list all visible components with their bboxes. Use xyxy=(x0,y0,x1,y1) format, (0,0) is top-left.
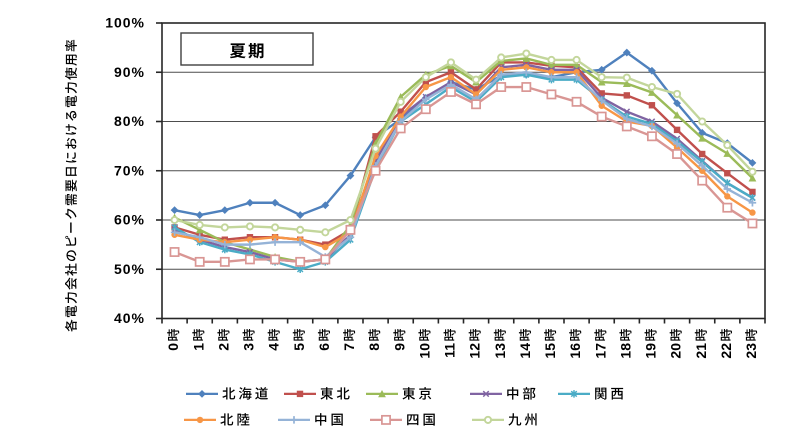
svg-text:1: 1 xyxy=(190,343,206,351)
svg-text:17: 17 xyxy=(592,343,608,359)
svg-text:80%: 80% xyxy=(114,113,145,129)
svg-text:60%: 60% xyxy=(114,212,145,228)
svg-text:40%: 40% xyxy=(114,310,145,326)
svg-text:21: 21 xyxy=(693,343,709,359)
svg-text:13: 13 xyxy=(492,343,508,359)
svg-text:2: 2 xyxy=(215,343,231,351)
svg-text:20: 20 xyxy=(668,343,684,359)
svg-text:15: 15 xyxy=(542,343,558,359)
svg-text:12: 12 xyxy=(467,343,483,359)
svg-text:90%: 90% xyxy=(114,64,145,80)
svg-text:6: 6 xyxy=(316,343,332,351)
svg-text:16: 16 xyxy=(567,343,583,359)
svg-text:70%: 70% xyxy=(114,162,145,178)
svg-text:9: 9 xyxy=(391,343,407,351)
svg-text:19: 19 xyxy=(643,343,659,359)
svg-text:8: 8 xyxy=(366,343,382,351)
svg-text:3: 3 xyxy=(241,343,257,351)
svg-text:10: 10 xyxy=(416,343,432,359)
svg-text:4: 4 xyxy=(266,343,282,351)
svg-text:14: 14 xyxy=(517,343,533,359)
svg-text:22: 22 xyxy=(718,343,734,359)
svg-text:23: 23 xyxy=(743,343,759,359)
svg-text:7: 7 xyxy=(341,343,357,351)
svg-text:5: 5 xyxy=(291,343,307,351)
svg-text:18: 18 xyxy=(617,343,633,359)
svg-text:100%: 100% xyxy=(105,15,145,31)
svg-text:0: 0 xyxy=(165,343,181,351)
svg-text:50%: 50% xyxy=(114,261,145,277)
svg-text:11: 11 xyxy=(442,343,458,358)
